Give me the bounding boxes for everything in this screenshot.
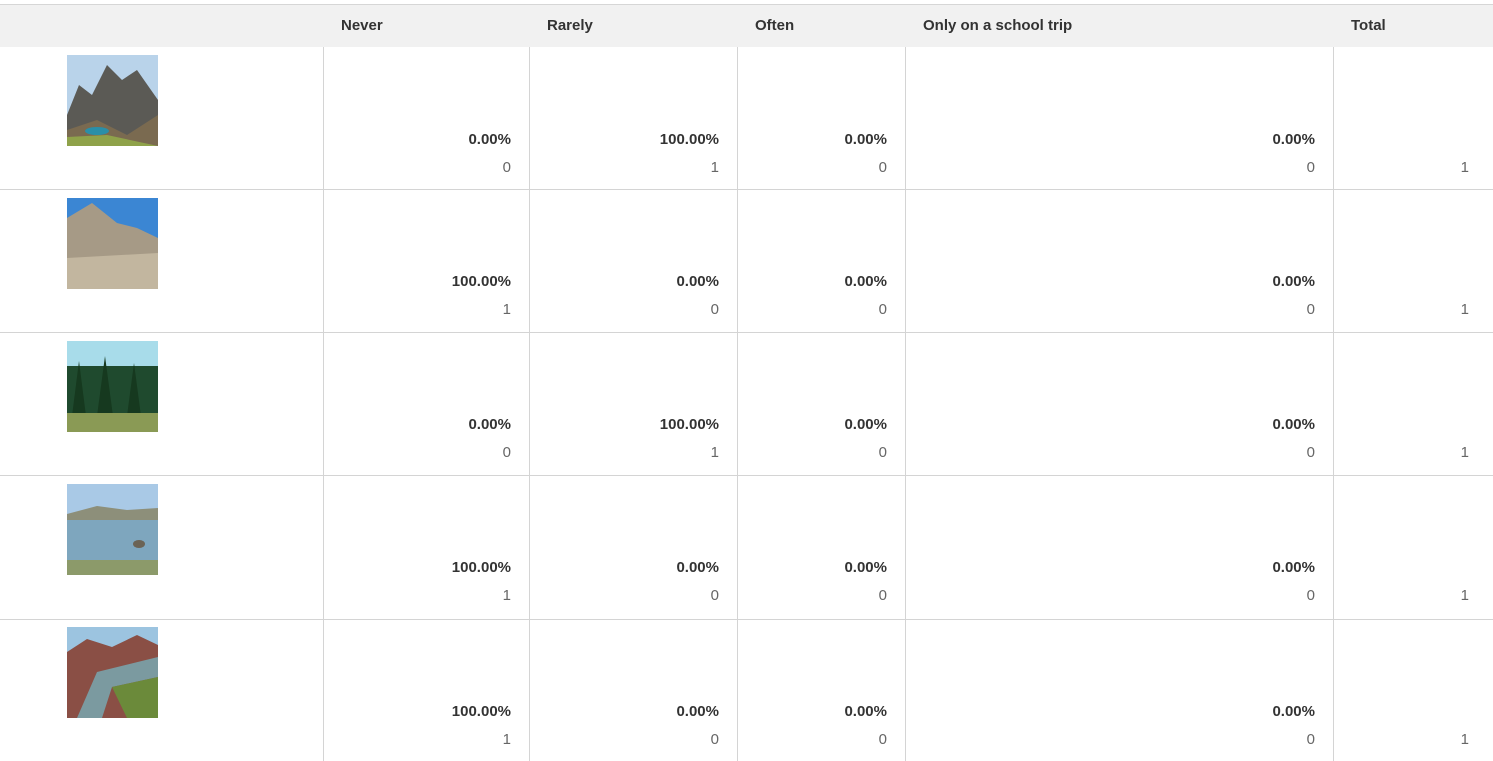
column-header: Often — [755, 4, 794, 47]
total: 1 — [1333, 301, 1469, 318]
row-divider — [0, 475, 1493, 476]
total: 1 — [1333, 159, 1469, 176]
thumbnail — [67, 198, 158, 289]
count: 0 — [529, 587, 719, 604]
total: 1 — [1333, 444, 1469, 461]
count: 0 — [737, 301, 887, 318]
percent: 100.00% — [529, 131, 719, 148]
count: 0 — [323, 159, 511, 176]
column-header: Rarely — [547, 4, 593, 47]
percent: 0.00% — [905, 416, 1315, 433]
thumbnail — [67, 484, 158, 575]
count: 1 — [529, 444, 719, 461]
count: 0 — [905, 159, 1315, 176]
thumbnail — [67, 55, 158, 146]
header-row — [0, 4, 1493, 47]
percent: 100.00% — [529, 416, 719, 433]
count: 0 — [737, 731, 887, 748]
count: 0 — [905, 731, 1315, 748]
thumbnail — [67, 341, 158, 432]
percent: 0.00% — [529, 559, 719, 576]
row-divider — [0, 189, 1493, 190]
percent: 0.00% — [737, 416, 887, 433]
percent: 0.00% — [737, 559, 887, 576]
count: 1 — [323, 587, 511, 604]
count: 1 — [529, 159, 719, 176]
total: 1 — [1333, 731, 1469, 748]
percent: 0.00% — [905, 131, 1315, 148]
count: 0 — [905, 301, 1315, 318]
percent: 0.00% — [905, 703, 1315, 720]
percent: 0.00% — [905, 559, 1315, 576]
count: 1 — [323, 731, 511, 748]
percent: 0.00% — [737, 703, 887, 720]
column-header: Never — [341, 4, 383, 47]
count: 0 — [737, 444, 887, 461]
total: 1 — [1333, 587, 1469, 604]
percent: 0.00% — [323, 416, 511, 433]
row-divider — [0, 332, 1493, 333]
column-header: Total — [1351, 4, 1386, 47]
thumbnail — [67, 627, 158, 718]
count: 1 — [323, 301, 511, 318]
percent: 0.00% — [529, 703, 719, 720]
count: 0 — [323, 444, 511, 461]
count: 0 — [529, 731, 719, 748]
count: 0 — [905, 587, 1315, 604]
results-table: Never Rarely Often Only on a school trip Tot… — [0, 0, 1493, 761]
percent: 100.00% — [323, 559, 511, 576]
count: 0 — [905, 444, 1315, 461]
column-header: Only on a school trip — [923, 4, 1072, 47]
count: 0 — [529, 301, 719, 318]
percent: 100.00% — [323, 273, 511, 290]
count: 0 — [737, 159, 887, 176]
percent: 100.00% — [323, 703, 511, 720]
percent: 0.00% — [323, 131, 511, 148]
percent: 0.00% — [737, 131, 887, 148]
count: 0 — [737, 587, 887, 604]
percent: 0.00% — [529, 273, 719, 290]
percent: 0.00% — [905, 273, 1315, 290]
row-divider — [0, 619, 1493, 620]
percent: 0.00% — [737, 273, 887, 290]
